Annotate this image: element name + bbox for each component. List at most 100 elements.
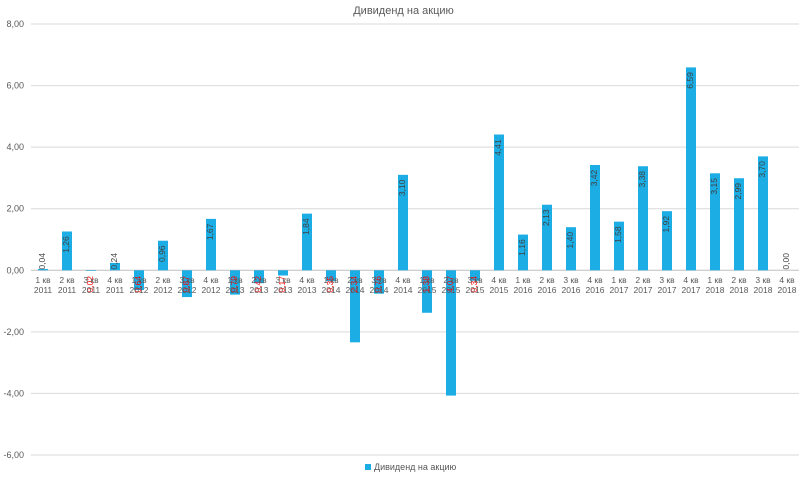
bar[interactable] xyxy=(254,270,264,284)
bar[interactable] xyxy=(686,67,696,271)
x-tick-label-quarter: 2 кв xyxy=(731,275,747,285)
x-tick-label-quarter: 2 кв xyxy=(347,275,363,285)
x-tick-label-year: 2016 xyxy=(586,285,605,295)
x-tick-label-year: 2017 xyxy=(658,285,677,295)
legend[interactable]: Дивиденд на акцию xyxy=(365,462,457,472)
bar[interactable] xyxy=(110,262,120,271)
x-tick-label-quarter: 1 кв xyxy=(707,275,723,285)
bar[interactable] xyxy=(158,240,168,271)
data-label: 0,96 xyxy=(157,245,167,262)
x-tick-label-year: 2015 xyxy=(442,285,461,295)
x-tick-label-year: 2013 xyxy=(250,285,269,295)
x-tick-label-year: 2011 xyxy=(34,285,53,295)
x-tick-label-quarter: 2 кв xyxy=(443,275,459,285)
x-tick-label-quarter: 2 кв xyxy=(251,275,267,285)
legend-label: Дивиденд на акцию xyxy=(374,462,457,472)
bar[interactable] xyxy=(86,270,96,271)
bar[interactable] xyxy=(566,227,576,271)
x-tick-label-year: 2018 xyxy=(730,285,749,295)
data-label: 0,76 xyxy=(373,276,383,293)
data-label: 0,04 xyxy=(37,253,47,270)
bar[interactable] xyxy=(38,269,48,271)
x-tick-label-year: 2015 xyxy=(466,285,485,295)
bar[interactable] xyxy=(494,134,504,271)
x-tick-label-quarter: 3 кв xyxy=(467,275,483,285)
data-label: 3,38 xyxy=(637,171,647,188)
x-tick-label-year: 2012 xyxy=(130,285,149,295)
bar[interactable] xyxy=(470,270,480,281)
x-tick-label-quarter: 4 кв xyxy=(779,275,795,285)
bar[interactable] xyxy=(62,231,72,271)
x-tick-label-quarter: 1 кв xyxy=(323,275,339,285)
bar[interactable] xyxy=(374,270,384,294)
x-tick-label-year: 2016 xyxy=(562,285,581,295)
x-tick-label-year: 2017 xyxy=(634,285,653,295)
x-tick-label-quarter: 3 кв xyxy=(563,275,579,285)
bar[interactable] xyxy=(518,234,528,271)
bar[interactable] xyxy=(446,270,456,396)
x-tick-label-year: 2011 xyxy=(106,285,125,295)
bar[interactable] xyxy=(398,174,408,271)
bar[interactable] xyxy=(134,270,144,290)
x-tick-label-quarter: 1 кв xyxy=(131,275,147,285)
x-tick-label-year: 2013 xyxy=(298,285,317,295)
bar[interactable] xyxy=(230,270,240,295)
bar[interactable] xyxy=(278,270,288,276)
data-label: 3,42 xyxy=(589,169,599,186)
x-tick-label-quarter: 4 кв xyxy=(587,275,603,285)
x-tick-label-quarter: 1 кв xyxy=(35,275,51,285)
x-tick-label-year: 2018 xyxy=(778,285,797,295)
data-labels: 0,04 1,26 0,02 0,24 0,64 0,96 0,87 1,67 0,79 0,42… xyxy=(37,72,791,293)
bar[interactable] xyxy=(206,218,216,271)
y-tick-label: -6,00 xyxy=(3,450,24,460)
bar[interactable] xyxy=(542,204,552,271)
data-label: 1,38 xyxy=(421,276,431,293)
bar[interactable] xyxy=(326,270,336,282)
x-tick-label-year: 2015 xyxy=(418,285,437,295)
bar[interactable] xyxy=(638,166,648,271)
bar[interactable] xyxy=(422,270,432,313)
y-tick-label: 6,00 xyxy=(6,81,24,91)
x-tick-label-quarter: 3 кв xyxy=(371,275,387,285)
data-label: 1,67 xyxy=(205,223,215,240)
bar[interactable] xyxy=(350,270,360,343)
x-tick-label-quarter: 3 кв xyxy=(83,275,99,285)
bar[interactable] xyxy=(662,211,672,271)
x-tick-label-year: 2015 xyxy=(490,285,509,295)
data-label: 1,58 xyxy=(613,226,623,243)
bar[interactable] xyxy=(710,173,720,271)
data-label: 0,35 xyxy=(325,276,335,293)
x-tick-label-year: 2016 xyxy=(538,285,557,295)
y-tick-label: -2,00 xyxy=(3,327,24,337)
bar[interactable] xyxy=(758,156,768,271)
chart-title: Дивиденд на акцию xyxy=(353,5,454,17)
x-tick-label-quarter: 1 кв xyxy=(515,275,531,285)
data-label: 1,84 xyxy=(301,218,311,235)
x-tick-label-quarter: 1 кв xyxy=(611,275,627,285)
bars xyxy=(38,67,792,396)
data-label: 0,34 xyxy=(469,276,479,293)
data-label: 1,92 xyxy=(661,216,671,233)
x-tick-label-year: 2017 xyxy=(682,285,701,295)
data-label: 0,00 xyxy=(781,253,791,270)
y-tick-label: 0,00 xyxy=(6,265,24,275)
data-label: 0,64 xyxy=(133,276,143,293)
x-tick-label-year: 2014 xyxy=(322,285,341,295)
data-label: 1,26 xyxy=(61,236,71,253)
bar[interactable] xyxy=(590,164,600,271)
x-tick-label-year: 2018 xyxy=(754,285,773,295)
data-label: 3,70 xyxy=(757,161,767,178)
x-tick-label-year: 2018 xyxy=(706,285,725,295)
x-tick-label-quarter: 4 кв xyxy=(107,275,123,285)
bar[interactable] xyxy=(614,221,624,271)
x-tick-label-quarter: 2 кв xyxy=(59,275,75,285)
bar[interactable] xyxy=(734,178,744,271)
x-tick-label-year: 2012 xyxy=(154,285,173,295)
x-tick-label-year: 2012 xyxy=(178,285,197,295)
y-axis: -6,00 -4,00 -2,00 0,00 2,00 4,00 6,00 8,00 xyxy=(3,19,24,460)
bar[interactable] xyxy=(302,213,312,271)
x-tick-label-year: 2012 xyxy=(202,285,221,295)
bar[interactable] xyxy=(182,270,192,298)
